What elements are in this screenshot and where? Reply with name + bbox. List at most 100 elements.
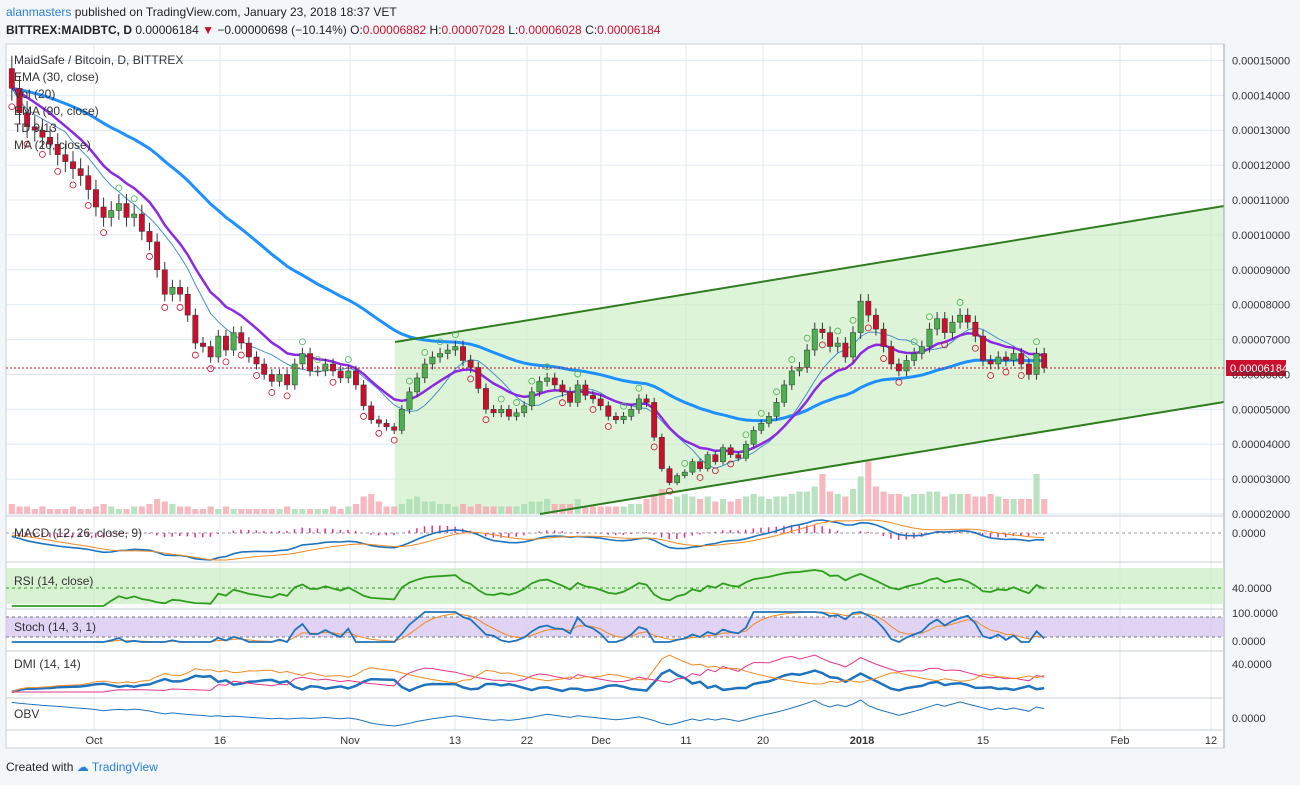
- volume-bar: [444, 504, 451, 514]
- macd-hist-bar: [217, 533, 219, 535]
- x-tick-label: 2018: [850, 735, 874, 747]
- stoch-pane[interactable]: Stoch (14, 3, 1) 100.0000 0.0000: [6, 608, 1278, 648]
- volume-bar: [54, 509, 61, 514]
- ticker-symbol[interactable]: BITTREX:MAIDBTC, D: [6, 23, 132, 37]
- candle: [528, 387, 535, 411]
- td-marker: [956, 299, 964, 306]
- rsi-value: 40.0000: [1232, 583, 1272, 595]
- volume-bar: [788, 494, 795, 514]
- td-marker: [421, 349, 429, 356]
- macd-hist-bar: [293, 529, 296, 533]
- stoch-value-bottom: 0.0000: [1232, 636, 1266, 648]
- author-link[interactable]: alanmasters: [6, 5, 72, 19]
- td-marker: [559, 399, 566, 407]
- macd-hist-bar: [33, 533, 36, 537]
- macd-hist-bar: [309, 528, 311, 533]
- macd-hist-bar: [117, 533, 120, 535]
- macd-hist-bar: [278, 530, 280, 533]
- dmi-label: DMI (14, 14): [14, 657, 81, 671]
- candle: [620, 412, 627, 424]
- volume-bar: [628, 504, 635, 514]
- candle: [146, 222, 153, 251]
- candle: [62, 143, 69, 173]
- volume-bar: [911, 494, 918, 514]
- candle: [31, 115, 38, 142]
- volume-bar: [123, 509, 130, 514]
- obv-pane[interactable]: OBV 0.0000: [6, 697, 1266, 727]
- volume-bar: [765, 499, 772, 514]
- volume-bar: [8, 504, 15, 514]
- macd-hist-bar: [737, 530, 739, 533]
- x-tick-label: Nov: [340, 735, 360, 747]
- volume-bar: [528, 501, 535, 514]
- obv-label: OBV: [14, 707, 39, 721]
- volume-bar: [345, 506, 352, 514]
- td-marker: [681, 459, 689, 467]
- volume-bar: [880, 491, 887, 514]
- candle: [177, 279, 183, 302]
- macd-label: MACD (12, 26, close, 9): [14, 526, 142, 540]
- td-marker: [528, 377, 536, 385]
- candle: [1003, 351, 1009, 367]
- macd-hist-bar: [836, 530, 839, 533]
- time-axis[interactable]: Oct 16 Nov 13 22 Dec 11 20 2018 15 Feb 12: [85, 735, 1217, 747]
- candle: [521, 401, 528, 418]
- publish-info: published on TradingView.com, January 23…: [74, 5, 397, 19]
- candle: [169, 279, 176, 302]
- dmi-pane[interactable]: DMI (14, 14) 40.0000: [6, 650, 1272, 694]
- y-tick-label: 0.00006000: [1232, 369, 1290, 381]
- dmi-value: 40.0000: [1232, 659, 1272, 671]
- volume-bar: [658, 489, 665, 514]
- volume-bar: [987, 494, 994, 514]
- ema30-line: [11, 87, 1045, 454]
- candle: [827, 326, 833, 353]
- macd-hist-bar: [148, 533, 150, 534]
- volume-bar: [383, 506, 390, 514]
- macd-hist-bar: [729, 530, 732, 533]
- td-marker: [711, 467, 719, 475]
- x-tick-label: 13: [449, 735, 461, 747]
- volume-bar: [307, 509, 314, 514]
- legend-ema30: EMA (30, close): [14, 70, 99, 84]
- macd-hist-bar: [622, 533, 625, 535]
- macd-pane[interactable]: MACD (12, 26, close, 9) 0.0000: [6, 515, 1266, 561]
- candle: [70, 151, 76, 179]
- macd-hist-bar: [806, 525, 808, 533]
- macd-hist-bar: [431, 525, 433, 533]
- y-tick-label: 0.00009000: [1232, 265, 1290, 277]
- legend-ma20: MA (20, close): [14, 138, 91, 152]
- td-sequential-labels: [8, 103, 1040, 495]
- tradingview-link[interactable]: TradingView: [91, 760, 158, 774]
- candle: [215, 329, 222, 363]
- candle: [391, 422, 398, 435]
- candle: [934, 312, 941, 336]
- channel-top-line[interactable]: [394, 205, 1225, 343]
- macd-hist-bar: [760, 527, 762, 533]
- volume-bar: [574, 499, 581, 514]
- td-marker: [757, 409, 765, 417]
- candle: [268, 369, 275, 387]
- channel-bottom-line[interactable]: [539, 401, 1225, 515]
- candle: [360, 379, 367, 411]
- rsi-pane[interactable]: RSI (14, close) 40.0000: [6, 561, 1272, 607]
- candle: [788, 365, 795, 390]
- td-marker: [115, 184, 123, 192]
- td-marker: [39, 150, 46, 158]
- macd-value: 0.0000: [1232, 528, 1266, 540]
- x-tick-label: 12: [1205, 735, 1217, 747]
- macd-hist-bar: [821, 526, 823, 533]
- td-marker: [253, 372, 260, 379]
- volume-bar: [215, 509, 222, 514]
- volume-bar: [903, 496, 910, 514]
- created-with-label: Created with: [6, 760, 74, 774]
- volume-bar: [437, 504, 444, 514]
- td-marker: [390, 436, 398, 444]
- candles: [8, 55, 1048, 486]
- last-price: 0.00006184: [135, 23, 199, 37]
- volume-bar: [811, 486, 818, 514]
- candle: [567, 387, 573, 407]
- volume-bar: [589, 506, 597, 514]
- td-marker: [834, 327, 842, 335]
- volume-bar: [360, 496, 367, 514]
